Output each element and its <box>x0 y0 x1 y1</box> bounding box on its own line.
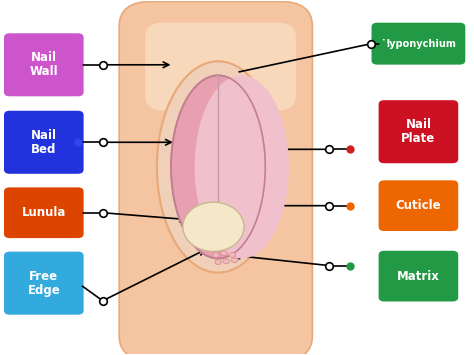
FancyBboxPatch shape <box>379 100 458 163</box>
Text: Nail
Wall: Nail Wall <box>29 51 58 78</box>
Text: Lunula: Lunula <box>22 206 66 219</box>
Ellipse shape <box>157 61 279 273</box>
FancyBboxPatch shape <box>119 1 312 355</box>
Circle shape <box>229 252 236 257</box>
Text: Cuticle: Cuticle <box>396 199 441 212</box>
Circle shape <box>215 260 221 264</box>
Text: Nail
Bed: Nail Bed <box>31 129 57 156</box>
Circle shape <box>223 259 229 264</box>
Text: Free
Edge: Free Edge <box>27 270 60 297</box>
Circle shape <box>220 251 227 256</box>
Ellipse shape <box>171 75 265 258</box>
FancyBboxPatch shape <box>4 111 83 174</box>
Text: Hyponychium: Hyponychium <box>381 39 456 49</box>
Ellipse shape <box>195 75 289 258</box>
FancyBboxPatch shape <box>379 251 458 301</box>
FancyBboxPatch shape <box>4 252 83 315</box>
Ellipse shape <box>183 202 244 251</box>
FancyBboxPatch shape <box>4 187 83 238</box>
Circle shape <box>212 252 219 257</box>
FancyBboxPatch shape <box>372 23 465 65</box>
Text: Nail
Plate: Nail Plate <box>401 118 436 145</box>
Circle shape <box>231 258 238 263</box>
Text: Matrix: Matrix <box>397 269 440 283</box>
FancyBboxPatch shape <box>4 33 83 96</box>
FancyBboxPatch shape <box>145 22 296 110</box>
FancyBboxPatch shape <box>379 180 458 231</box>
